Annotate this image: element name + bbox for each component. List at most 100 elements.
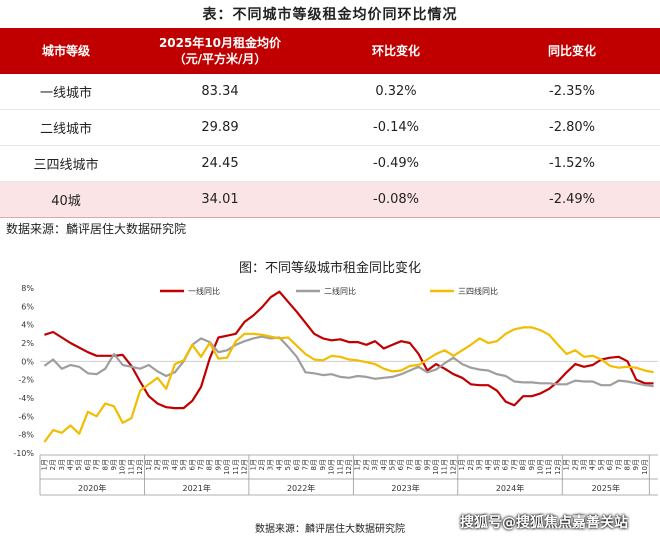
x-month-label: 4月 <box>171 459 179 470</box>
x-month-label: 3月 <box>580 459 588 470</box>
header-yoy: 同比变化 <box>484 28 660 74</box>
cell-mom: -0.14% <box>308 109 484 146</box>
y-tick-label: -2% <box>18 376 34 385</box>
x-month-label: 6月 <box>84 459 92 470</box>
cell-mom: -0.49% <box>308 145 484 182</box>
y-tick-label: -6% <box>18 412 34 421</box>
x-month-label: 7月 <box>510 459 518 470</box>
x-month-label: 9月 <box>632 459 640 470</box>
x-month-label: 2月 <box>467 459 475 470</box>
x-year-label: 2022年 <box>287 483 315 493</box>
x-month-label: 8月 <box>101 459 109 470</box>
x-month-label: 2月 <box>571 459 579 470</box>
x-month-label: 6月 <box>606 459 614 470</box>
x-month-label: 7月 <box>615 459 623 470</box>
series-line-1 <box>43 335 654 388</box>
x-month-label: 8月 <box>519 459 527 470</box>
x-month-label: 10月 <box>223 459 231 475</box>
x-month-label: 5月 <box>75 459 83 470</box>
table-header-row: 城市等级 2025年10月租金均价 （元/平方米/月） 环比变化 同比变化 <box>0 28 660 74</box>
x-month-label: 8月 <box>310 459 318 470</box>
x-month-label: 12月 <box>554 459 562 475</box>
header-mom: 环比变化 <box>308 28 484 74</box>
x-month-label: 1月 <box>563 459 571 470</box>
x-year-label: 2021年 <box>182 483 210 493</box>
x-month-label: 4月 <box>275 459 283 470</box>
y-tick-label: 0% <box>21 357 34 366</box>
x-month-label: 7月 <box>406 459 414 470</box>
x-month-label: 5月 <box>493 459 501 470</box>
x-month-label: 11月 <box>441 459 449 475</box>
x-month-label: 11月 <box>545 459 553 475</box>
x-month-label: 4月 <box>380 459 388 470</box>
legend-label: 三四线同比 <box>458 286 498 296</box>
x-month-label: 12月 <box>241 459 249 475</box>
x-month-label: 12月 <box>136 459 144 475</box>
x-month-label: 11月 <box>336 459 344 475</box>
x-month-label: 5月 <box>389 459 397 470</box>
x-month-label: 6月 <box>502 459 510 470</box>
x-month-label: 3月 <box>58 459 66 470</box>
chart-title: 图：不同等级城市租金同比变化 <box>238 261 421 276</box>
y-tick-label: -10% <box>13 449 34 458</box>
x-month-label: 4月 <box>66 459 74 470</box>
x-month-label: 4月 <box>589 459 597 470</box>
header-price-line1: 2025年10月租金均价 <box>158 36 282 50</box>
x-month-label: 5月 <box>180 459 188 470</box>
y-tick-label: 2% <box>21 339 34 348</box>
x-month-label: 1月 <box>40 459 48 470</box>
cell-mom: -0.08% <box>308 181 484 218</box>
cell-price: 34.01 <box>132 181 308 218</box>
table-source: 数据来源：麟评居住大数据研究院 <box>6 222 187 236</box>
x-month-label: 9月 <box>528 459 536 470</box>
legend-label: 一线同比 <box>188 286 220 296</box>
table-row: 二线城市 29.89 -0.14% -2.80% <box>0 109 660 146</box>
x-month-label: 2月 <box>258 459 266 470</box>
header-price-line2: （元/平方米/月） <box>173 52 267 66</box>
x-month-label: 2月 <box>154 459 162 470</box>
x-month-label: 3月 <box>267 459 275 470</box>
x-month-label: 7月 <box>301 459 309 470</box>
x-month-label: 2月 <box>362 459 370 470</box>
x-year-label: 2025年 <box>592 483 620 493</box>
x-year-label: 2023年 <box>391 483 419 493</box>
cell-city: 一线城市 <box>0 74 132 110</box>
x-month-label: 8月 <box>415 459 423 470</box>
cell-city: 二线城市 <box>0 109 132 146</box>
x-month-label: 11月 <box>127 459 135 475</box>
x-month-label: 1月 <box>249 459 257 470</box>
x-month-label: 5月 <box>597 459 605 470</box>
x-month-label: 10月 <box>641 459 649 475</box>
header-price: 2025年10月租金均价 （元/平方米/月） <box>132 28 308 74</box>
x-month-label: 12月 <box>449 459 457 475</box>
cell-price: 24.45 <box>132 145 308 182</box>
x-month-label: 10月 <box>432 459 440 475</box>
watermark: 搜狐号@搜狐焦点嘉善关站 <box>460 515 628 531</box>
x-year-label: 2020年 <box>78 483 106 493</box>
cell-yoy: -2.49% <box>484 181 660 218</box>
chart-source: 数据来源：麟评居住大数据研究院 <box>255 524 405 535</box>
x-month-label: 10月 <box>328 459 336 475</box>
x-month-label: 3月 <box>371 459 379 470</box>
series-line-0 <box>44 290 654 410</box>
x-month-label: 3月 <box>476 459 484 470</box>
x-month-label: 9月 <box>319 459 327 470</box>
cell-price: 83.34 <box>132 74 308 110</box>
table-row: 一线城市 83.34 0.32% -2.35% <box>0 74 660 110</box>
line-chart: 8%6%4%2%0%-2%-4%-6%-8%-10%1月 2月 3月 4月 5月 6月 7月… <box>13 284 658 496</box>
x-month-label: 6月 <box>293 459 301 470</box>
legend-label: 二线同比 <box>324 286 356 296</box>
x-month-label: 2月 <box>49 459 57 470</box>
rent-table: 城市等级 2025年10月租金均价 （元/平方米/月） 环比变化 同比变化 一线… <box>0 28 660 218</box>
x-month-label: 4月 <box>484 459 492 470</box>
y-tick-label: 8% <box>21 284 34 293</box>
cell-yoy: -2.35% <box>484 74 660 110</box>
x-month-label: 7月 <box>197 459 205 470</box>
x-month-label: 5月 <box>284 459 292 470</box>
x-year-label: 2024年 <box>496 483 524 493</box>
x-month-label: 8月 <box>206 459 214 470</box>
y-tick-label: 6% <box>21 302 34 311</box>
x-month-label: 1月 <box>145 459 153 470</box>
y-tick-label: -8% <box>18 431 34 440</box>
cell-mom: 0.32% <box>308 74 484 110</box>
